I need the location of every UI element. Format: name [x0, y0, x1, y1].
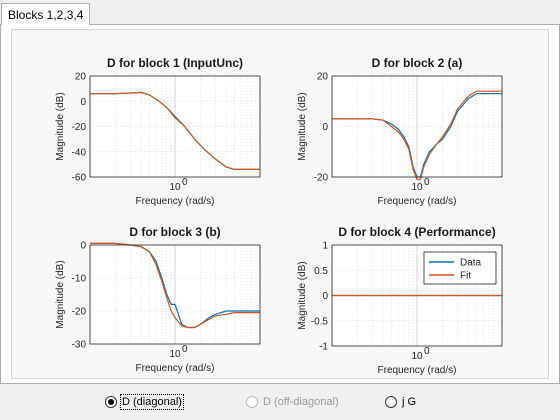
plot-panel: 20 0 -20 -40 -60 10 0 D for block 1 (InputUnc) F…: [0, 24, 560, 384]
axes-box: [331, 75, 503, 178]
x-axis-label: Frequency (rad/s): [378, 365, 457, 376]
y-axis-label: Magnitude (dB): [55, 92, 66, 160]
y-tick-label: -40: [72, 147, 87, 158]
plot-title: D for block 4 (Performance): [338, 225, 495, 239]
fit-series-line: [332, 90, 502, 181]
y-axis-label: Magnitude (dB): [55, 260, 66, 328]
axes-box: [89, 244, 261, 345]
x-tick-label: 10: [169, 182, 181, 193]
x-axis-label: Frequency (rad/s): [136, 363, 215, 374]
y-tick-label: -0.5: [311, 316, 329, 327]
legend-box: [423, 251, 497, 285]
x-tick-label: 10: [169, 349, 181, 360]
view-options: D (diagonal) D (off-diagonal) j G: [0, 384, 560, 420]
plot-title: D for block 2 (a): [372, 56, 463, 70]
plot-title: D for block 1 (InputUnc): [107, 56, 243, 70]
y-tick-label: -60: [72, 173, 87, 184]
radio-diagonal-circle[interactable]: [105, 396, 117, 408]
y-tick-label: 20: [317, 72, 329, 83]
legend: Data Fit: [423, 251, 497, 285]
x-tick-exponent: 0: [424, 346, 430, 357]
radio-off-diagonal-circle[interactable]: [246, 396, 258, 408]
plot-4: 10.50-0.5-110 0D for block 4 (Performance…: [297, 225, 503, 376]
y-tick-label: 20: [75, 72, 87, 83]
x-tick-label: 10: [411, 182, 423, 193]
fit-series-line: [90, 91, 260, 170]
radio-off-diagonal-label: D (off-diagonal): [263, 396, 339, 408]
axes-box: [89, 75, 261, 178]
legend-label: Fit: [460, 271, 471, 282]
y-axis-label: Magnitude (dB): [297, 92, 308, 160]
x-tick-exponent: 0: [424, 177, 430, 188]
y-tick-label: -20: [72, 122, 87, 133]
y-tick-label: -20: [314, 173, 329, 184]
y-axis-label: Magnitude (dB): [297, 261, 308, 329]
x-tick-exponent: 0: [182, 177, 188, 188]
radio-jg[interactable]: j G: [385, 394, 416, 410]
x-tick-label: 10: [411, 351, 423, 362]
x-axis-label: Frequency (rad/s): [378, 196, 457, 207]
radio-off-diagonal[interactable]: D (off-diagonal): [246, 394, 339, 410]
fit-series-line: [90, 242, 260, 329]
y-tick-label: -30: [72, 340, 87, 351]
legend-label: Data: [460, 258, 482, 269]
x-axis-label: Frequency (rad/s): [136, 196, 215, 207]
y-tick-label: 0: [322, 122, 328, 133]
y-tick-label: -1: [319, 342, 328, 353]
radio-diagonal[interactable]: D (diagonal): [105, 394, 184, 410]
x-tick-exponent: 0: [182, 344, 188, 355]
y-tick-label: -10: [72, 274, 87, 285]
tab-blocks[interactable]: Blocks 1,2,3,4: [1, 3, 91, 25]
radio-jg-circle[interactable]: [385, 396, 397, 408]
figure-area: 20 0 -20 -40 -60 10 0 D for block 1 (InputUnc) F…: [11, 29, 549, 379]
radio-diagonal-label: D (diagonal): [120, 394, 184, 410]
y-tick-label: 0: [80, 97, 86, 108]
radio-jg-label: j G: [402, 396, 417, 408]
y-tick-label: 0: [80, 241, 86, 252]
y-tick-label: -20: [72, 307, 87, 318]
plot-title: D for block 3 (b): [129, 225, 220, 239]
y-tick-label: 0: [322, 291, 328, 302]
y-tick-label: 0.5: [314, 266, 328, 277]
y-tick-label: 1: [322, 241, 328, 252]
axes-box: [331, 244, 503, 347]
